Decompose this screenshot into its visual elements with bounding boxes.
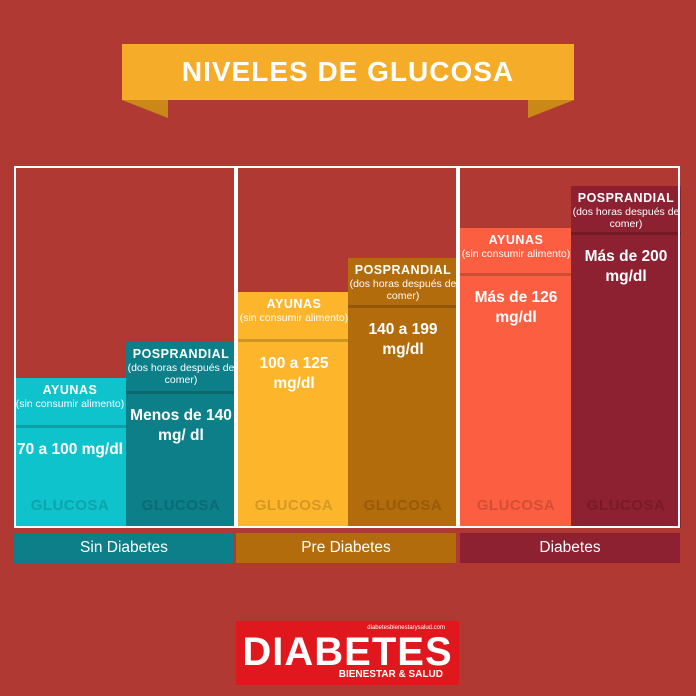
- bar-measure-label: AYUNAS (sin consumir alimento): [14, 378, 126, 410]
- brand-logo: diabetesbienestarysalud.com DIABETES BIE…: [236, 621, 459, 685]
- banner-fold-right: [528, 100, 574, 118]
- bar-separator: [460, 273, 572, 276]
- bar-separator: [126, 391, 236, 394]
- bar-diabetes-posprandial: POSPRANDIAL (dos horas después de comer) M…: [571, 186, 681, 528]
- bar-body: Más de 126 mg/dl GLUCOSA: [460, 276, 572, 528]
- bar-value-label: 100 a 125 mg/dl: [259, 355, 329, 392]
- bar-body: 100 a 125 mg/dl GLUCOSA: [238, 342, 350, 528]
- bar-value-label: Más de 200 mg/dl: [584, 248, 668, 285]
- logo-url: diabetesbienestarysalud.com: [367, 625, 445, 631]
- bar-pre-diabetes-posprandial: POSPRANDIAL (dos horas después de comer) 1…: [348, 258, 458, 528]
- bar-glucosa-label: GLUCOSA: [586, 497, 666, 514]
- bar-glucosa-label: GLUCOSA: [30, 497, 110, 514]
- bar-measure: POSPRANDIAL: [132, 347, 230, 361]
- bar-value-label: 140 a 199 mg/dl: [368, 321, 438, 358]
- bar-measure-label: POSPRANDIAL (dos horas después de comer): [348, 258, 458, 302]
- bar-measure-label: AYUNAS (sin consumir alimento): [460, 228, 572, 260]
- bar-diabetes-ayunas: AYUNAS (sin consumir alimento) Más de 126 …: [460, 228, 572, 528]
- bar-separator: [238, 339, 350, 342]
- bar-measure-note: (dos horas después de comer): [349, 278, 457, 302]
- bar-body: Menos de 140 mg/ dl GLUCOSA: [126, 394, 236, 528]
- bar-sin-diabetes-ayunas: AYUNAS (sin consumir alimento) 70 a 100 mg…: [14, 378, 126, 528]
- bar-glucosa-label: GLUCOSA: [254, 497, 334, 514]
- bar-body: 140 a 199 mg/dl GLUCOSA: [348, 308, 458, 528]
- bar-measure: POSPRANDIAL: [354, 263, 452, 277]
- page-title: NIVELES DE GLUCOSA: [181, 56, 515, 87]
- bar-value-label: 70 a 100 mg/dl: [17, 441, 123, 458]
- bar-pre-diabetes-ayunas: AYUNAS (sin consumir alimento) 100 a 125 m…: [238, 292, 350, 528]
- bar-value-label: Menos de 140 mg/ dl: [130, 407, 232, 444]
- banner-fold-left: [122, 100, 168, 118]
- bar-measure-label: POSPRANDIAL (dos horas después de comer): [571, 186, 681, 230]
- bar-glucosa-label: GLUCOSA: [476, 497, 556, 514]
- bar-measure-note: (sin consumir alimento): [15, 398, 125, 410]
- bar-measure: AYUNAS: [42, 383, 98, 397]
- bar-measure-note: (dos horas después de comer): [127, 362, 235, 386]
- bar-sin-diabetes-posprandial: POSPRANDIAL (dos horas después de comer) M…: [126, 342, 236, 528]
- bar-measure-note: (sin consumir alimento): [461, 248, 571, 260]
- bar-measure-note: (sin consumir alimento): [239, 312, 349, 324]
- bar-measure-note: (dos horas después de comer): [572, 206, 680, 230]
- bar-measure: AYUNAS: [266, 297, 322, 311]
- bar-value-label: Más de 126 mg/dl: [474, 289, 558, 326]
- bar-measure: POSPRANDIAL: [577, 191, 675, 205]
- bar-separator: [348, 305, 458, 308]
- bar-measure: AYUNAS: [488, 233, 544, 247]
- bar-glucosa-label: GLUCOSA: [141, 497, 221, 514]
- bar-measure-label: AYUNAS (sin consumir alimento): [238, 292, 350, 324]
- bar-glucosa-label: GLUCOSA: [363, 497, 443, 514]
- logo-sub-text: BIENESTAR & SALUD: [338, 669, 443, 680]
- category-label-pre-diabetes: Pre Diabetes: [236, 533, 456, 563]
- bar-separator: [14, 425, 126, 428]
- bar-body: Más de 200 mg/dl GLUCOSA: [571, 235, 681, 528]
- bar-measure-label: POSPRANDIAL (dos horas después de comer): [126, 342, 236, 386]
- category-label-diabetes: Diabetes: [460, 533, 680, 563]
- logo-main-text: DIABETES: [242, 630, 453, 674]
- bar-separator: [571, 232, 681, 235]
- category-label-sin-diabetes: Sin Diabetes: [14, 533, 234, 563]
- title-banner: NIVELES DE GLUCOSA: [122, 44, 574, 100]
- bar-body: 70 a 100 mg/dl GLUCOSA: [14, 428, 126, 528]
